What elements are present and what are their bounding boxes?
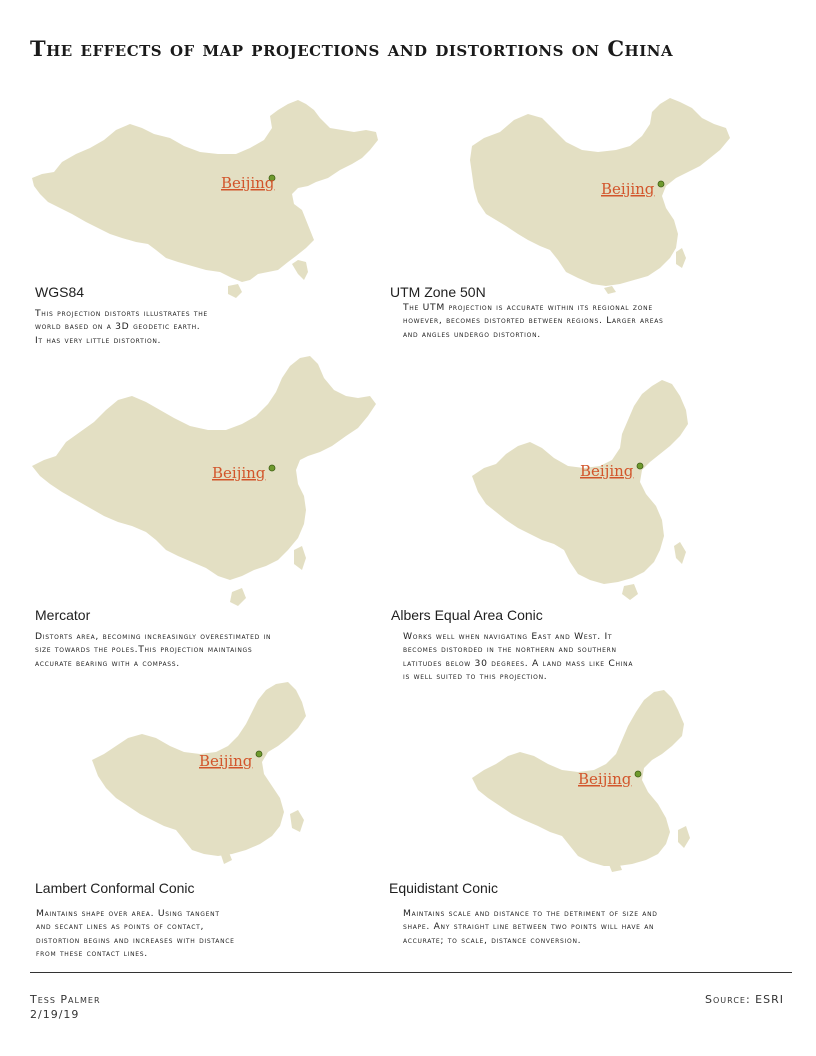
china-map-mercator: Beijing: [32, 356, 378, 610]
projection-name: Albers Equal Area Conic: [391, 607, 543, 623]
projection-description: Maintains scale and distance to the detr…: [403, 908, 658, 946]
projection-description: This projection distorts illustrates the…: [35, 308, 208, 346]
city-label-beijing: Beijing: [580, 462, 634, 480]
projection-description: Works well when navigating East and West…: [403, 631, 634, 683]
china-map-equidistant-conic: Beijing: [472, 690, 690, 872]
page-title: The effects of map projections and disto…: [30, 36, 674, 61]
date: 2/19/19: [30, 1008, 80, 1021]
city-label-beijing: Beijing: [199, 752, 253, 770]
projection-name: WGS84: [35, 284, 85, 300]
author-name: Tess Palmer: [30, 993, 101, 1006]
projection-name: Equidistant Conic: [389, 880, 498, 896]
source-credit: Source: ESRI: [705, 993, 784, 1006]
projection-description: Distorts area, becoming increasingly ove…: [35, 631, 272, 669]
projection-description: Maintains shape over area. Using tangent…: [36, 908, 235, 960]
city-label-beijing: Beijing: [601, 180, 655, 198]
projection-name: Mercator: [35, 607, 91, 623]
china-map-utm-zone-50n: Beijing: [470, 98, 732, 294]
china-map-lambert-conformal-conic: Beijing: [92, 682, 310, 864]
projection-description: The UTM projection is accurate within it…: [403, 302, 664, 340]
footer-divider: [30, 972, 792, 973]
projection-name: Lambert Conformal Conic: [35, 880, 195, 896]
china-map-wgs84: Beijing: [32, 100, 378, 302]
projection-name: UTM Zone 50N: [390, 284, 486, 300]
city-label-beijing: Beijing: [212, 464, 266, 482]
city-label-beijing: Beijing: [221, 174, 275, 192]
china-map-albers-equal-area-conic: Beijing: [472, 380, 690, 602]
city-label-beijing: Beijing: [578, 770, 632, 788]
